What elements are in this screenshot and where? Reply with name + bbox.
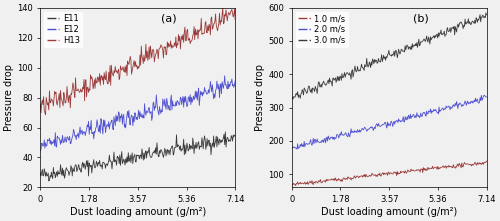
2.0 m/s — [405, 118, 411, 121]
2.0 m/s — [289, 147, 295, 149]
3.0 m/s — [290, 97, 296, 100]
Y-axis label: Pressure drop: Pressure drop — [4, 64, 14, 131]
Legend: E11, E12, H13: E11, E12, H13 — [44, 12, 82, 47]
2.0 m/s — [408, 115, 414, 118]
Legend: 1.0 m/s, 2.0 m/s, 3.0 m/s: 1.0 m/s, 2.0 m/s, 3.0 m/s — [296, 12, 348, 47]
1.0 m/s — [484, 160, 490, 162]
E11 — [154, 141, 160, 144]
E12 — [214, 80, 220, 82]
2.0 m/s — [290, 147, 296, 150]
2.0 m/s — [294, 148, 300, 151]
H13 — [157, 47, 163, 49]
E11 — [38, 172, 44, 175]
H13 — [42, 114, 48, 116]
E11 — [232, 134, 238, 137]
1.0 m/s — [292, 184, 298, 187]
E12 — [38, 149, 44, 152]
Line: 2.0 m/s: 2.0 m/s — [292, 95, 486, 149]
E12 — [156, 105, 162, 108]
3.0 m/s — [483, 11, 489, 14]
E11 — [202, 139, 208, 141]
1.0 m/s — [289, 183, 295, 186]
H13 — [154, 52, 160, 54]
Text: (b): (b) — [412, 13, 428, 23]
E12 — [38, 148, 44, 151]
H13 — [154, 48, 160, 51]
X-axis label: Dust loading amount (g/m²): Dust loading amount (g/m²) — [321, 207, 458, 217]
Line: 1.0 m/s: 1.0 m/s — [292, 161, 486, 186]
H13 — [38, 111, 44, 114]
1.0 m/s — [406, 169, 411, 172]
E11 — [46, 180, 52, 182]
E11 — [38, 175, 44, 177]
Line: E12: E12 — [40, 76, 235, 151]
2.0 m/s — [466, 102, 472, 104]
E12 — [232, 80, 238, 82]
1.0 m/s — [466, 163, 472, 166]
E11 — [214, 136, 220, 138]
E11 — [222, 131, 228, 133]
E11 — [157, 152, 163, 154]
H13 — [38, 103, 44, 105]
E12 — [222, 74, 228, 77]
3.0 m/s — [289, 94, 295, 97]
1.0 m/s — [408, 169, 414, 172]
H13 — [202, 22, 208, 25]
E12 — [152, 106, 158, 109]
3.0 m/s — [290, 97, 296, 100]
Text: (a): (a) — [161, 13, 176, 23]
Y-axis label: Pressure drop: Pressure drop — [256, 64, 266, 131]
E11 — [154, 153, 160, 155]
Line: E11: E11 — [40, 132, 235, 181]
H13 — [232, 18, 238, 21]
2.0 m/s — [482, 94, 488, 97]
1.0 m/s — [454, 166, 460, 169]
3.0 m/s — [484, 14, 490, 16]
1.0 m/s — [405, 169, 411, 171]
E12 — [202, 86, 207, 89]
H13 — [214, 29, 220, 32]
Line: 3.0 m/s: 3.0 m/s — [292, 13, 486, 99]
H13 — [220, 6, 226, 9]
1.0 m/s — [290, 184, 296, 186]
3.0 m/s — [408, 48, 414, 51]
3.0 m/s — [405, 45, 411, 47]
Line: H13: H13 — [40, 8, 235, 115]
X-axis label: Dust loading amount (g/m²): Dust loading amount (g/m²) — [70, 207, 206, 217]
2.0 m/s — [406, 114, 411, 116]
3.0 m/s — [466, 23, 472, 25]
2.0 m/s — [454, 100, 460, 103]
2.0 m/s — [484, 96, 490, 99]
3.0 m/s — [406, 48, 411, 50]
E12 — [154, 93, 160, 96]
3.0 m/s — [454, 31, 460, 33]
